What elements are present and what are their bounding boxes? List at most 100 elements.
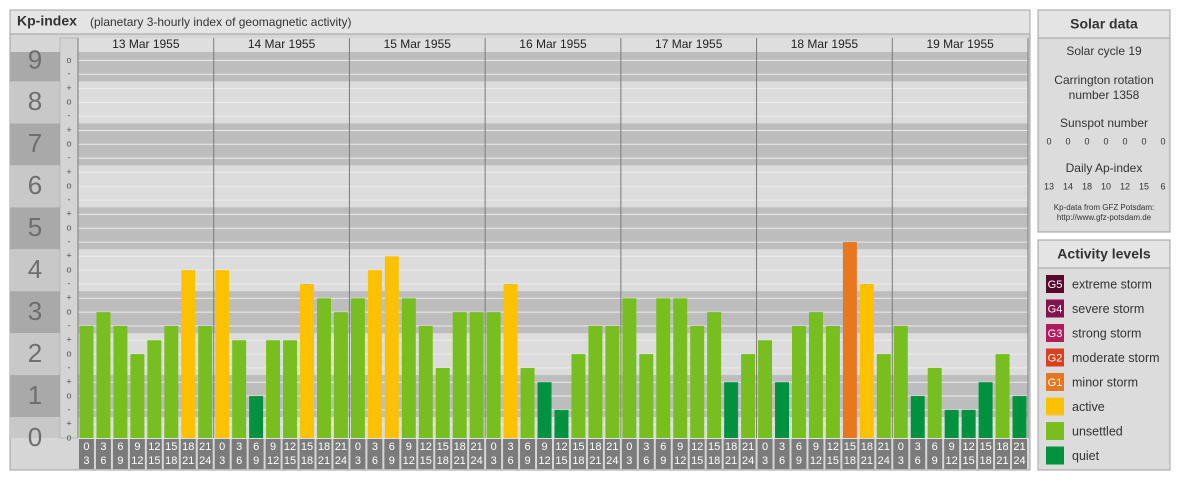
hour-box bbox=[197, 439, 213, 469]
x-hour-label: 12 bbox=[284, 441, 296, 453]
x-hour-label: 18 bbox=[589, 441, 601, 453]
y-minor-tick-label: o bbox=[66, 307, 71, 317]
x-hour-label: 6 bbox=[253, 441, 259, 453]
y-tick-label: 4 bbox=[28, 254, 42, 284]
x-hour-label: 24 bbox=[471, 455, 483, 467]
y-minor-tick-label: o bbox=[66, 181, 71, 191]
bar bbox=[893, 325, 908, 438]
hour-box bbox=[740, 439, 756, 469]
x-hour-label: 12 bbox=[691, 441, 703, 453]
bar bbox=[130, 354, 145, 438]
hour-box bbox=[384, 439, 400, 469]
hour-box bbox=[961, 439, 977, 469]
bar bbox=[384, 256, 399, 438]
chart-title: Kp-index bbox=[17, 13, 77, 29]
hour-box bbox=[859, 439, 875, 469]
bar bbox=[418, 325, 433, 438]
bar bbox=[554, 409, 569, 438]
x-hour-label: 18 bbox=[996, 441, 1008, 453]
x-hour-label: 3 bbox=[83, 455, 89, 467]
x-hour-label: 0 bbox=[491, 441, 497, 453]
x-hour-label: 12 bbox=[555, 441, 567, 453]
bar bbox=[961, 409, 976, 438]
ap-value: 14 bbox=[1063, 181, 1073, 191]
x-hour-label: 21 bbox=[471, 441, 483, 453]
hour-box bbox=[452, 439, 468, 469]
sunspot-value: 0 bbox=[1065, 136, 1070, 146]
hour-box bbox=[587, 439, 603, 469]
hour-box bbox=[299, 439, 315, 469]
x-hour-label: 18 bbox=[725, 441, 737, 453]
x-hour-label: 0 bbox=[762, 441, 768, 453]
x-hour-label: 0 bbox=[83, 441, 89, 453]
x-hour-label: 18 bbox=[454, 441, 466, 453]
hour-box bbox=[978, 439, 994, 469]
hour-box bbox=[706, 439, 722, 469]
label-band bbox=[10, 165, 60, 208]
x-hour-label: 12 bbox=[963, 441, 975, 453]
x-hour-label: 6 bbox=[508, 455, 514, 467]
solar-header bbox=[1037, 9, 1171, 39]
hour-box bbox=[1012, 439, 1027, 469]
x-hour-label: 18 bbox=[861, 441, 873, 453]
x-hour-label: 9 bbox=[389, 455, 395, 467]
level-swatch bbox=[1046, 373, 1064, 391]
hour-box bbox=[774, 439, 790, 469]
sunspot-value: 0 bbox=[1103, 136, 1108, 146]
x-date-label: 15 Mar 1955 bbox=[384, 37, 452, 51]
x-hour-label: 12 bbox=[946, 455, 958, 467]
hour-box bbox=[486, 439, 502, 469]
hour-box bbox=[350, 439, 366, 469]
x-hour-label: 12 bbox=[420, 441, 432, 453]
hour-box bbox=[435, 439, 451, 469]
y-minor-tick-label: - bbox=[68, 362, 71, 372]
x-hour-label: 21 bbox=[335, 441, 347, 453]
label-band bbox=[10, 291, 60, 334]
hour-box bbox=[248, 439, 264, 469]
x-hour-label: 18 bbox=[572, 455, 584, 467]
hour-box bbox=[944, 439, 960, 469]
bar bbox=[588, 325, 603, 438]
x-hour-label: 6 bbox=[117, 441, 123, 453]
x-hour-label: 15 bbox=[844, 441, 856, 453]
y-tick-label: 6 bbox=[28, 170, 42, 200]
y-tick-label: 0 bbox=[28, 422, 42, 452]
x-hour-label: 15 bbox=[148, 455, 160, 467]
x-hour-label: 18 bbox=[979, 455, 991, 467]
x-hour-label: 9 bbox=[949, 441, 955, 453]
x-hour-label: 6 bbox=[389, 441, 395, 453]
x-hour-label: 24 bbox=[199, 455, 211, 467]
hour-box bbox=[757, 439, 773, 469]
carrington: number 1358 bbox=[1069, 88, 1140, 102]
x-hour-label: 21 bbox=[606, 441, 618, 453]
x-hour-label: 21 bbox=[725, 455, 737, 467]
x-hour-label: 6 bbox=[372, 455, 378, 467]
x-hour-label: 6 bbox=[915, 455, 921, 467]
sunspot-value: 0 bbox=[1046, 136, 1051, 146]
x-hour-label: 12 bbox=[810, 455, 822, 467]
x-hour-label: 18 bbox=[708, 455, 720, 467]
bar bbox=[249, 396, 264, 438]
y-minor-tick-label: - bbox=[68, 236, 71, 246]
x-hour-label: 15 bbox=[284, 455, 296, 467]
level-swatch bbox=[1046, 348, 1064, 367]
hour-box bbox=[282, 439, 298, 469]
x-hour-label: 21 bbox=[1013, 441, 1025, 453]
y-minor-tick-label: - bbox=[68, 111, 71, 121]
source-url: http://www.gfz-potsdam.de bbox=[1057, 213, 1152, 222]
level-badge: G4 bbox=[1048, 303, 1063, 315]
y-minor-tick-label: + bbox=[66, 167, 71, 177]
x-hour-label: 15 bbox=[691, 455, 703, 467]
sunspot-value: 0 bbox=[1084, 136, 1089, 146]
label-band bbox=[10, 249, 60, 292]
date-header bbox=[78, 38, 1028, 52]
level-badge: G2 bbox=[1048, 352, 1063, 364]
hour-box bbox=[876, 439, 892, 469]
hour-box bbox=[79, 439, 94, 469]
bar bbox=[842, 242, 857, 438]
bar bbox=[978, 382, 993, 438]
level-badge: G1 bbox=[1048, 377, 1063, 389]
x-hour-label: 12 bbox=[131, 455, 143, 467]
hour-box bbox=[910, 439, 926, 469]
level-swatch bbox=[1046, 422, 1064, 440]
